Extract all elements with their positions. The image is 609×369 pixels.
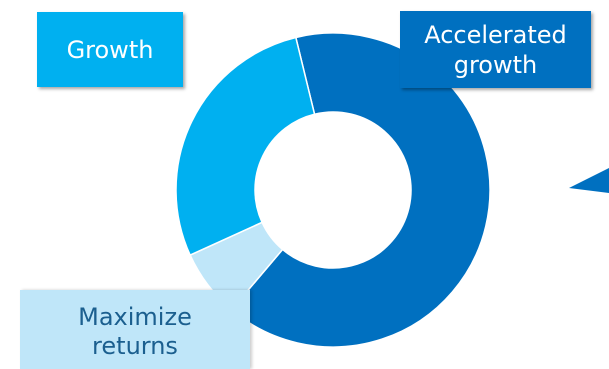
label-accelerated-growth: Accelerated growth: [424, 20, 567, 79]
label-box-growth: Growth: [37, 12, 183, 87]
label-maximize-returns: Maximize returns: [78, 302, 192, 360]
label-box-accelerated-growth: Accelerated growth: [400, 11, 591, 88]
label-growth: Growth: [66, 35, 154, 64]
label-box-maximize-returns: Maximize returns: [20, 290, 250, 369]
donut-slice-accelerated-growth: [230, 32, 491, 348]
pointer-arrow-icon: [569, 168, 609, 193]
donut-slice-growth: [175, 36, 316, 257]
donut-slices: [175, 32, 491, 348]
